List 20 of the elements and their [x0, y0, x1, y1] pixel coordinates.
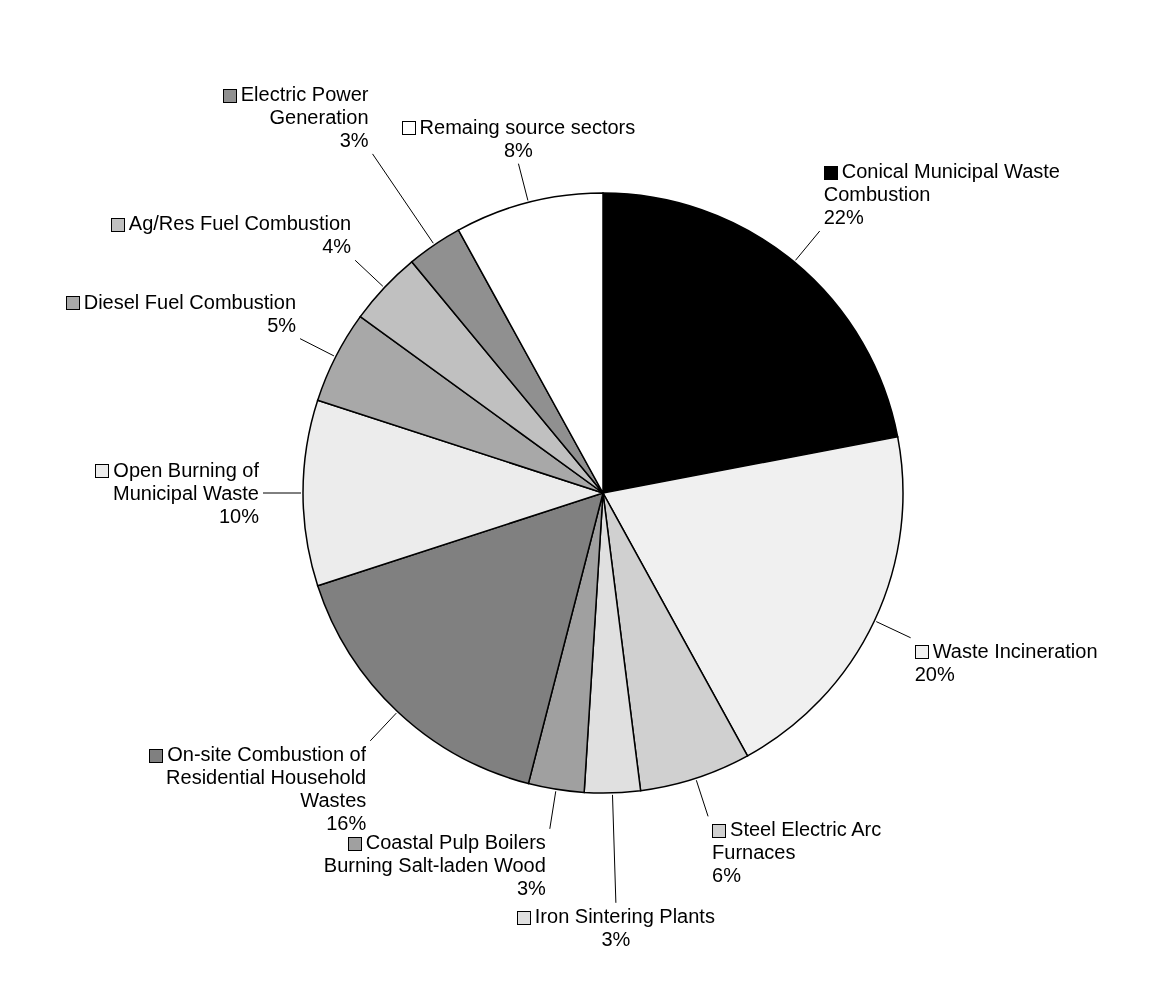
legend-label: Steel Electric Arc Furnaces — [712, 818, 882, 864]
legend-label: Conical Municipal Waste Combustion — [823, 160, 1060, 206]
data-label: 4% — [321, 235, 352, 259]
legend-label: Ag/Res Fuel Combustion — [128, 212, 352, 235]
data-label: 20% — [914, 662, 956, 686]
data-label: 3% — [338, 128, 369, 152]
legend-label: On-site Combustion of Residential Household Wastes — [166, 742, 367, 811]
data-label: 3% — [600, 927, 632, 951]
legend-label: Electric Power Generation — [240, 82, 369, 128]
legend-label: Remaing source sectors — [419, 115, 636, 138]
data-label: 22% — [823, 206, 865, 230]
data-label: 10% — [217, 504, 259, 528]
legend-label: Diesel Fuel Combustion — [83, 290, 297, 313]
legend-label: Waste Incineration — [932, 639, 1098, 662]
data-label: 6% — [712, 864, 742, 888]
data-label: 8% — [503, 138, 534, 162]
data-label: 5% — [266, 313, 297, 337]
legend-label: Open Burning of Municipal Waste — [113, 458, 259, 504]
legend-label: Iron Sintering Plants — [534, 904, 715, 927]
data-label: 3% — [515, 876, 546, 900]
